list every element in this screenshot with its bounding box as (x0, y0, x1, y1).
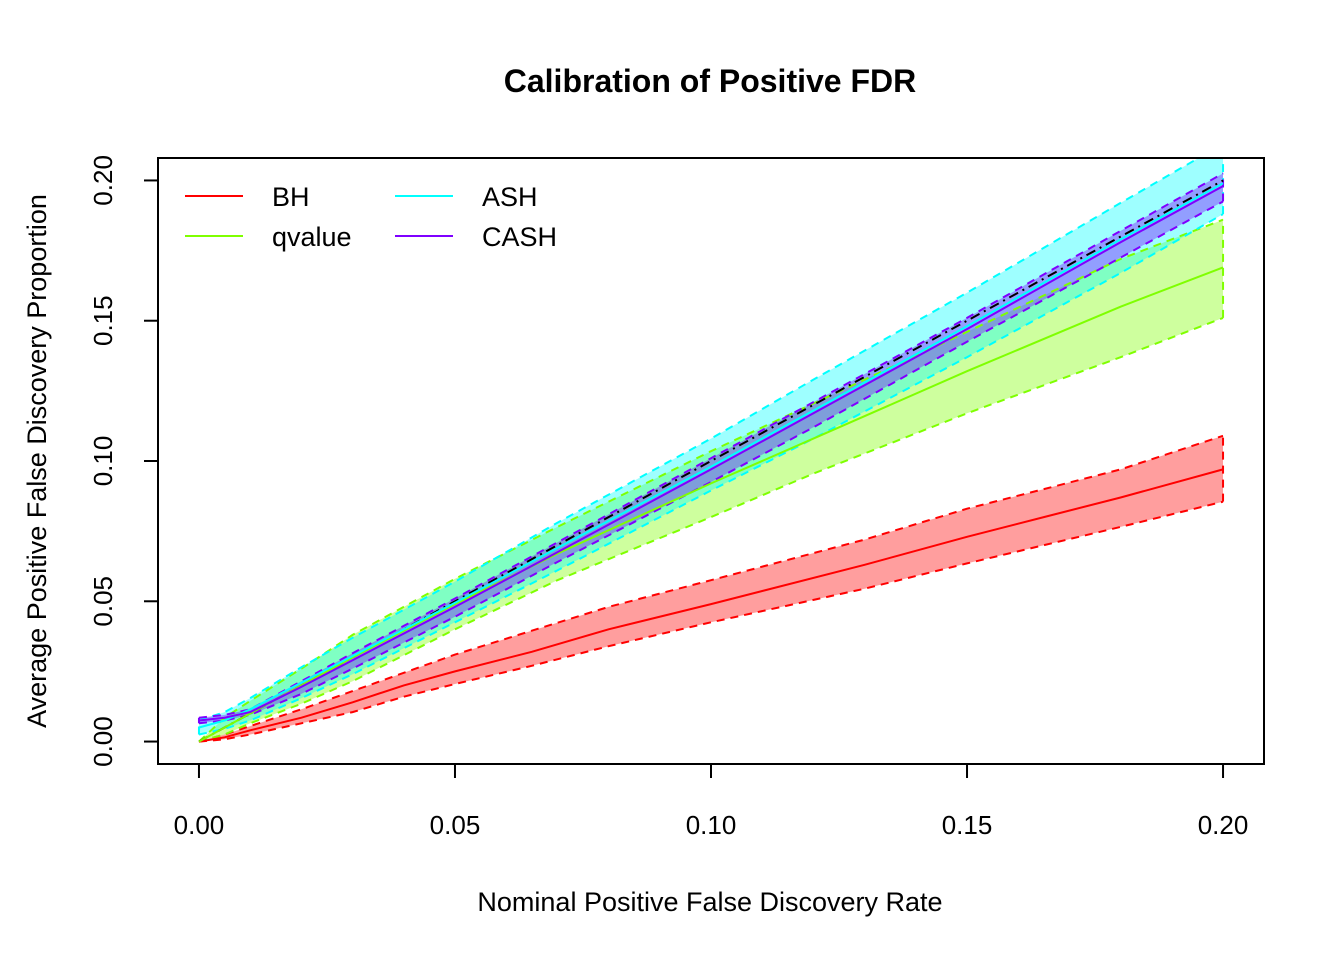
legend-label-ash: ASH (482, 182, 538, 212)
upper-bound-bh (198, 434, 1224, 743)
confidence-bands (199, 158, 1223, 742)
y-tick-label: 0.05 (88, 576, 118, 627)
upper-bound-ash (198, 158, 1201, 722)
x-tick-label: 0.20 (1198, 810, 1249, 840)
series-line-bh (198, 468, 1224, 743)
y-axis-label: Average Positive False Discovery Proport… (22, 194, 52, 728)
x-axis-label: Nominal Positive False Discovery Rate (477, 887, 942, 917)
x-tick-label: 0.15 (942, 810, 993, 840)
legend: BH qvalue ASH CASH (185, 182, 557, 252)
band-qvalue (199, 219, 1223, 742)
series-line-ash (198, 182, 1224, 729)
band-ash (199, 158, 1223, 735)
lower-bound-bh (198, 500, 1224, 743)
reference-diagonal-line (198, 179, 1224, 743)
x-tick-label: 0.00 (174, 810, 225, 840)
legend-label-bh: BH (272, 182, 310, 212)
lower-bound-ash (198, 213, 1224, 736)
legend-label-cash: CASH (482, 222, 557, 252)
reference-layer (198, 179, 1224, 743)
x-axis: 0.00 0.05 0.10 0.15 0.20 (174, 763, 1249, 840)
x-tick-label: 0.10 (686, 810, 737, 840)
series-line-cash (198, 185, 1224, 722)
x-tick-label: 0.05 (430, 810, 481, 840)
upper-bound-qvalue (198, 218, 1224, 743)
legend-label-qvalue: qvalue (272, 222, 352, 252)
chart-title: Calibration of Positive FDR (504, 63, 916, 99)
y-tick-label: 0.20 (88, 155, 118, 206)
y-tick-label: 0.10 (88, 436, 118, 487)
band-edges (197, 158, 1225, 743)
y-axis: 0.00 0.05 0.10 0.15 0.20 (88, 155, 158, 767)
lower-bound-qvalue (198, 316, 1224, 743)
y-tick-label: 0.00 (88, 716, 118, 767)
y-tick-label: 0.15 (88, 295, 118, 346)
band-bh (199, 435, 1223, 742)
series-lines (198, 182, 1224, 743)
